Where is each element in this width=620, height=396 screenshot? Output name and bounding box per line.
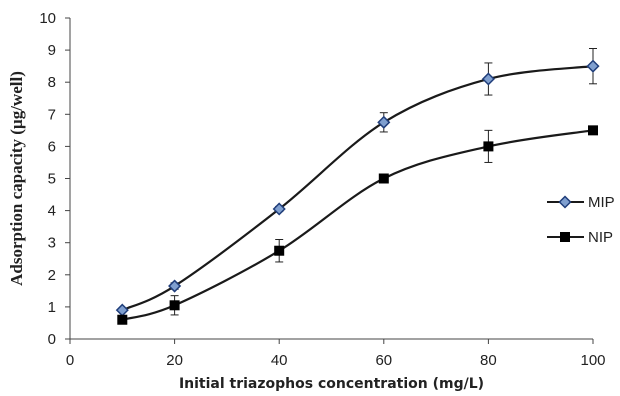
data-point-nip <box>378 173 389 184</box>
series-nip <box>117 125 598 325</box>
data-point-nip <box>169 300 180 311</box>
x-tick-label: 40 <box>271 352 288 369</box>
y-tick-label: 2 <box>48 267 56 284</box>
data-point-nip <box>483 141 494 152</box>
series-layer <box>115 47 600 325</box>
x-axis-title: Initial triazophos concentration (mg/L) <box>179 376 484 391</box>
series-line-nip <box>122 129 594 321</box>
y-tick-label: 9 <box>48 42 56 59</box>
data-point-mip <box>168 279 182 293</box>
y-tick-label: 4 <box>48 203 56 220</box>
data-point-mip <box>481 72 495 86</box>
y-tick-label: 5 <box>48 171 56 188</box>
y-tick-label: 6 <box>48 138 56 155</box>
y-tick-label: 8 <box>48 74 56 91</box>
legend-marker-nip <box>560 232 570 242</box>
y-axis-title: Adsorption capacity (µg/well) <box>7 71 26 286</box>
legend-entry-nip: NIP <box>547 229 613 246</box>
data-point-mip <box>586 59 600 73</box>
data-point-nip <box>274 245 285 256</box>
legend-marker-mip <box>558 195 572 209</box>
legend-label-mip: MIP <box>588 194 615 211</box>
y-tick-label: 3 <box>48 235 56 252</box>
y-tick-label: 10 <box>39 10 56 27</box>
x-tick-label: 20 <box>166 352 183 369</box>
data-point-mip <box>115 303 129 317</box>
legend-entry-mip: MIP <box>547 194 615 211</box>
legend-label-nip: NIP <box>588 229 613 246</box>
series-mip <box>115 47 600 317</box>
y-tick-label: 1 <box>48 299 56 316</box>
x-tick-label: 0 <box>66 352 74 369</box>
data-point-nip <box>117 314 128 325</box>
x-tick-label: 80 <box>480 352 497 369</box>
data-point-nip <box>588 125 598 136</box>
y-tick-label: 7 <box>48 106 56 123</box>
data-point-mip <box>377 115 391 129</box>
legend: MIP NIP <box>547 194 615 246</box>
series-line-mip <box>121 65 594 312</box>
y-tick-label: 0 <box>48 331 56 348</box>
x-tick-label: 60 <box>375 352 392 369</box>
x-tick-label: 100 <box>580 352 605 369</box>
data-point-mip <box>272 202 286 216</box>
